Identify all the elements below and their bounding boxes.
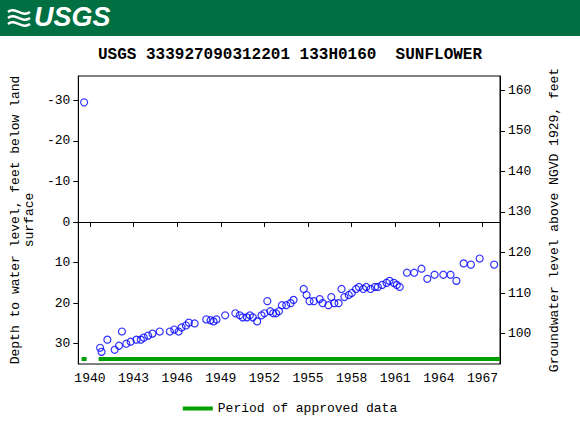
svg-text:USGS 333927090312201 133H0160: USGS 333927090312201 133H0160 SUNFLOWER (98, 46, 482, 64)
svg-text:-20: -20 (47, 133, 70, 148)
svg-text:-30: -30 (47, 93, 70, 108)
svg-text:surface: surface (22, 193, 37, 248)
svg-text:150: 150 (508, 123, 531, 138)
svg-text:120: 120 (508, 245, 531, 260)
svg-text:1946: 1946 (162, 371, 193, 386)
svg-text:10: 10 (55, 255, 71, 270)
svg-text:-10: -10 (47, 174, 70, 189)
svg-text:1940: 1940 (74, 371, 105, 386)
svg-text:160: 160 (508, 83, 531, 98)
svg-text:1952: 1952 (249, 371, 280, 386)
svg-text:140: 140 (508, 164, 531, 179)
svg-text:1949: 1949 (205, 371, 236, 386)
svg-text:1943: 1943 (118, 371, 149, 386)
svg-text:1964: 1964 (423, 371, 454, 386)
svg-text:Period of approved data: Period of approved data (218, 401, 398, 416)
svg-text:USGS: USGS (34, 2, 111, 32)
svg-text:130: 130 (508, 204, 531, 219)
svg-text:Depth to water level, feet bel: Depth to water level, feet below land (8, 76, 23, 365)
svg-text:0: 0 (62, 215, 70, 230)
svg-text:20: 20 (55, 296, 71, 311)
svg-text:Groundwater level above NGVD 1: Groundwater level above NGVD 1929, feet (547, 68, 562, 372)
svg-text:1967: 1967 (467, 371, 498, 386)
svg-text:100: 100 (508, 326, 531, 341)
svg-text:1955: 1955 (292, 371, 323, 386)
svg-text:1961: 1961 (380, 371, 411, 386)
svg-text:110: 110 (508, 286, 531, 301)
svg-text:1958: 1958 (336, 371, 367, 386)
svg-text:30: 30 (55, 336, 71, 351)
